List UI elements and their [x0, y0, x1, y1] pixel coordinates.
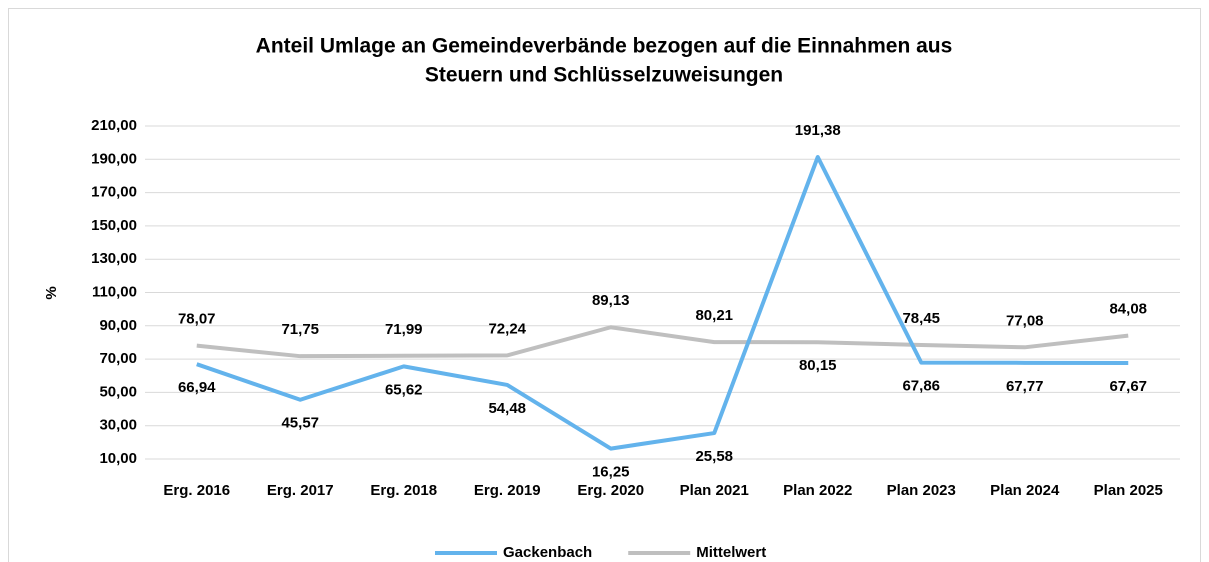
chart-title: Steuern und Schlüsselzuweisungen — [425, 64, 783, 87]
data-label: 84,08 — [1109, 301, 1147, 318]
chart-frame — [8, 8, 1201, 562]
data-label: 25,58 — [695, 448, 733, 465]
data-label: 80,15 — [799, 357, 837, 374]
y-tick-label: 130,00 — [91, 250, 137, 267]
series-line — [196, 325, 1129, 359]
series-line — [196, 155, 1129, 451]
data-label: 54,48 — [488, 400, 526, 417]
y-tick-label: 110,00 — [92, 283, 137, 300]
chart-title: Anteil Umlage an Gemeindeverbände bezoge… — [256, 35, 953, 58]
data-label: 67,67 — [1109, 378, 1147, 395]
data-label: 78,07 — [178, 311, 216, 328]
data-label: 77,08 — [1006, 312, 1044, 329]
data-label: 67,86 — [902, 378, 940, 395]
data-label: 80,21 — [695, 307, 733, 324]
x-tick-label: Plan 2023 — [887, 482, 956, 499]
y-tick-label: 150,00 — [91, 217, 137, 234]
data-label: 45,57 — [281, 415, 319, 432]
data-label: 191,38 — [795, 122, 841, 139]
y-tick-label: 30,00 — [99, 417, 137, 434]
data-label: 65,62 — [385, 381, 423, 398]
x-tick-label: Erg. 2018 — [370, 482, 437, 499]
x-tick-label: Plan 2021 — [680, 482, 749, 499]
x-tick-label: Plan 2022 — [783, 482, 852, 499]
x-tick-label: Erg. 2019 — [474, 482, 541, 499]
x-tick-label: Erg. 2020 — [577, 482, 644, 499]
data-label: 66,94 — [178, 379, 216, 396]
y-tick-label: 90,00 — [99, 317, 137, 334]
y-tick-label: 70,00 — [99, 350, 137, 367]
y-tick-label: 170,00 — [91, 184, 137, 201]
y-tick-label: 190,00 — [91, 150, 137, 167]
legend-label: Mittelwert — [696, 544, 766, 561]
x-tick-label: Erg. 2016 — [163, 482, 230, 499]
x-tick-label: Plan 2025 — [1094, 482, 1163, 499]
y-axis-label: % — [43, 286, 60, 299]
y-tick-label: 210,00 — [91, 117, 137, 134]
x-tick-label: Plan 2024 — [990, 482, 1060, 499]
data-label: 71,75 — [281, 321, 319, 338]
legend-label: Gackenbach — [503, 544, 592, 561]
data-label: 78,45 — [902, 310, 940, 327]
data-label: 71,99 — [385, 321, 423, 338]
y-tick-label: 10,00 — [99, 450, 137, 467]
y-tick-label: 50,00 — [99, 383, 137, 400]
data-label: 72,24 — [488, 320, 526, 337]
x-tick-label: Erg. 2017 — [267, 482, 334, 499]
data-label: 16,25 — [592, 464, 630, 481]
data-label: 67,77 — [1006, 378, 1044, 395]
data-label: 89,13 — [592, 292, 630, 309]
